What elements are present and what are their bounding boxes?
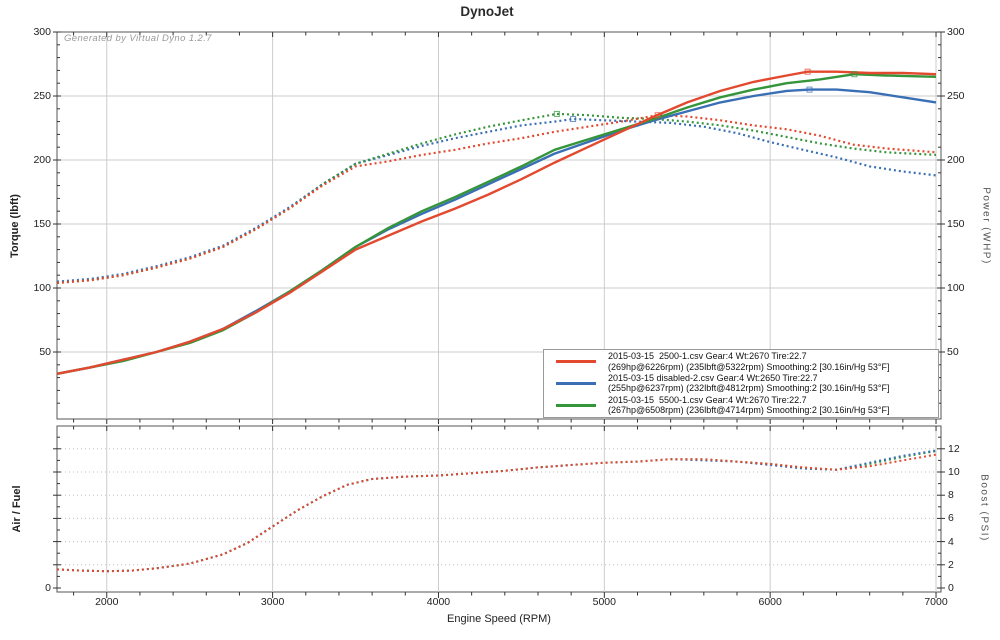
boost-tick-label: 12 <box>948 442 960 455</box>
legend-run3-stats: (267hp@6508rpm) (236lbft@4714rpm) Smooth… <box>608 405 890 416</box>
airfuel-tick-label: 0 <box>45 582 51 594</box>
legend-run2-stats: (255hp@6237rpm) (232lbft@4812rpm) Smooth… <box>608 383 890 394</box>
peak-marker <box>806 86 813 93</box>
chart-title: DynoJet <box>460 4 514 19</box>
peak-marker <box>851 71 858 78</box>
torque-tick-label: 250 <box>33 90 51 102</box>
x-tick-label: 5000 <box>592 596 616 608</box>
torque-axis-label: Torque (lbft) <box>9 194 21 258</box>
x-tick-label: 4000 <box>426 596 451 608</box>
legend-entry-run1: 2015-03-15 2500-1.csv Gear:4 Wt:2670 Tir… <box>548 351 934 372</box>
power-tick-label: 150 <box>947 218 965 230</box>
legend-run2-name: 2015-03-15 disabled-2.csv Gear:4 Wt:2650… <box>608 372 818 383</box>
legend-run3-name: 2015-03-15 5500-1.csv Gear:4 Wt:2670 Tir… <box>608 394 807 405</box>
power-tick-label: 100 <box>947 282 965 294</box>
series-line <box>56 88 937 375</box>
watermark-text: Generated by Virtual Dyno 1.2.7 <box>64 33 212 44</box>
torque-tick-label: 50 <box>39 346 51 358</box>
boost-tick-label: 2 <box>948 558 954 571</box>
boost-axis-label: Boost (PSI) <box>978 474 990 542</box>
legend-line-swatch-green <box>556 403 596 407</box>
series-line <box>56 114 937 284</box>
boost-tick-label: 0 <box>948 582 954 594</box>
series-line <box>56 70 937 375</box>
peak-marker <box>654 112 661 119</box>
secondary-plot-border <box>56 425 942 593</box>
series-line <box>56 112 937 284</box>
torque-tick-label: 200 <box>33 154 51 166</box>
boost-tick-label: 4 <box>948 535 954 548</box>
series-line <box>56 449 937 573</box>
legend-entry-run3: 2015-03-15 5500-1.csv Gear:4 Wt:2670 Tir… <box>548 395 934 416</box>
power-tick-label: 50 <box>947 346 959 358</box>
x-tick-label: 6000 <box>758 596 782 608</box>
peak-marker <box>553 110 560 117</box>
torque-tick-label: 300 <box>33 26 51 38</box>
legend-line-swatch-red <box>556 360 596 364</box>
boost-tick-label: 6 <box>948 512 954 525</box>
power-axis-label: Power (WHP) <box>980 187 992 265</box>
peak-marker <box>804 68 811 75</box>
main-plot-border <box>56 31 942 420</box>
legend-entry-run2: 2015-03-15 disabled-2.csv Gear:4 Wt:2650… <box>548 373 934 394</box>
x-tick-label: 7000 <box>924 596 948 608</box>
x-tick-label: 3000 <box>260 596 285 608</box>
series-line <box>56 450 937 573</box>
x-tick-label: 2000 <box>95 596 119 608</box>
boost-tick-label: 10 <box>948 466 960 478</box>
power-tick-label: 300 <box>947 26 965 38</box>
series-line <box>56 453 937 573</box>
series-line <box>56 117 937 283</box>
airfuel-axis-label: Air / Fuel <box>11 485 23 533</box>
legend-line-swatch-blue <box>556 381 596 385</box>
torque-tick-label: 150 <box>33 218 51 230</box>
x-axis-label: Engine Speed (RPM) <box>447 613 551 625</box>
peak-marker <box>570 116 577 123</box>
legend-run1-stats: (269hp@6226rpm) (235lbft@5322rpm) Smooth… <box>608 361 890 372</box>
power-tick-label: 200 <box>947 154 965 166</box>
boost-tick-label: 8 <box>948 489 954 502</box>
legend: 2015-03-15 2500-1.csv Gear:4 Wt:2670 Tir… <box>543 349 939 418</box>
legend-run1-name: 2015-03-15 2500-1.csv Gear:4 Wt:2670 Tir… <box>608 351 807 362</box>
torque-tick-label: 100 <box>33 282 51 294</box>
power-tick-label: 250 <box>947 90 965 102</box>
